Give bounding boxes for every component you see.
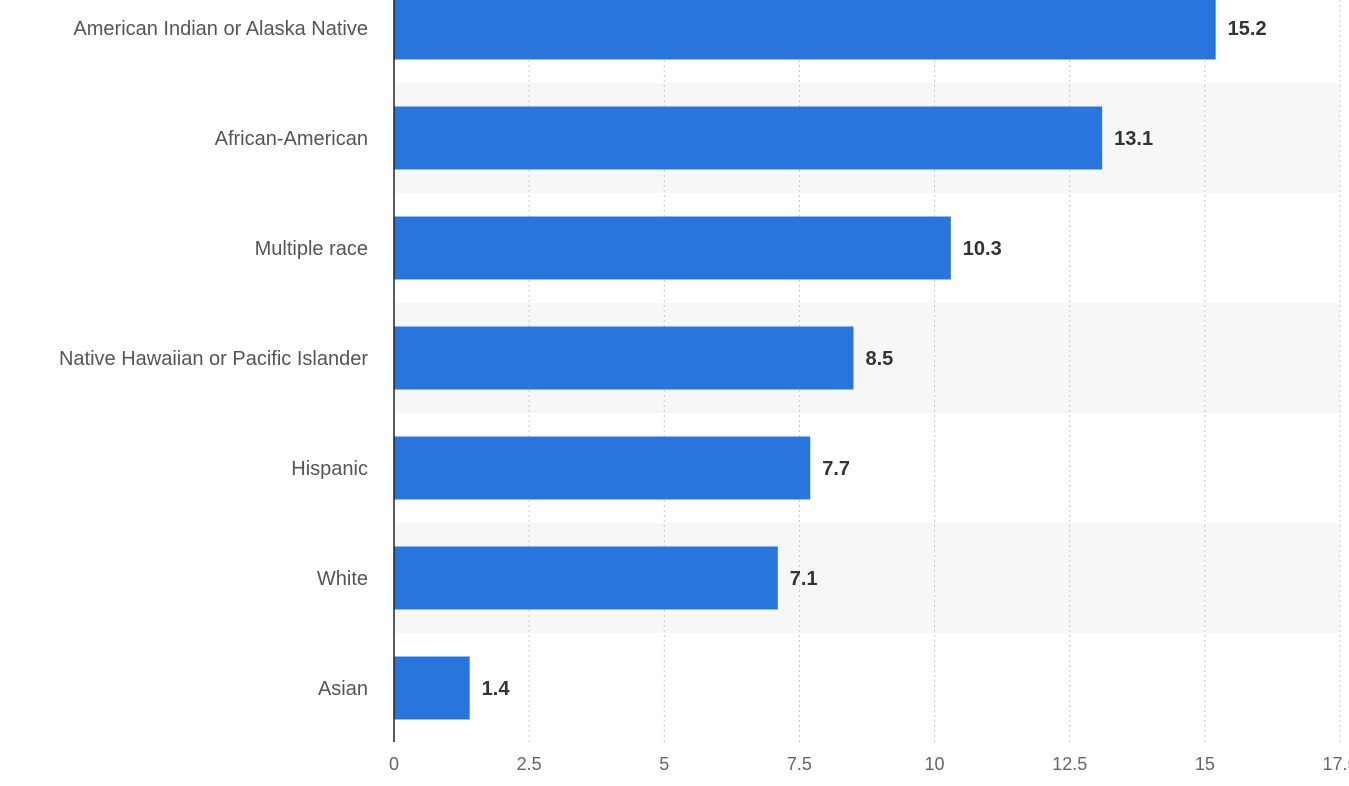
category-label: Asian (318, 678, 368, 700)
value-label: 7.7 (822, 458, 850, 480)
value-label: 1.4 (482, 678, 511, 700)
bar-3 (394, 326, 854, 390)
bar-6 (394, 656, 470, 720)
category-label: Hispanic (291, 458, 368, 480)
x-tick-labels: 0 2.5 5 7.5 10 12.5 15 17.5 (389, 754, 1349, 774)
value-label: 15.2 (1228, 18, 1267, 40)
x-tick-label: 10 (925, 754, 945, 774)
category-label: Native Hawaiian or Pacific Islander (59, 348, 368, 370)
value-label: 10.3 (963, 238, 1002, 260)
bar-5 (394, 546, 778, 610)
bar-4 (394, 436, 811, 500)
value-label: 8.5 (865, 348, 893, 370)
x-tick-label: 7.5 (787, 754, 812, 774)
x-tick-label: 0 (389, 754, 399, 774)
value-labels: 15.2 13.1 10.3 8.5 7.7 7.1 1.4 (482, 18, 1267, 700)
value-label: 7.1 (790, 568, 818, 590)
category-label: Multiple race (255, 238, 368, 260)
x-tick-label: 17.5 (1322, 754, 1349, 774)
bar-0 (394, 0, 1216, 60)
bar-2 (394, 216, 951, 280)
category-label: African-American (215, 128, 368, 150)
x-tick-label: 15 (1195, 754, 1215, 774)
category-labels: American Indian or Alaska Native African-… (59, 18, 368, 700)
category-label: American Indian or Alaska Native (73, 18, 368, 40)
category-label: White (317, 568, 368, 590)
bars-group (394, 0, 1216, 720)
row-bands (394, 83, 1340, 633)
x-tick-label: 12.5 (1052, 754, 1087, 774)
value-label: 13.1 (1114, 128, 1153, 150)
x-tick-label: 5 (659, 754, 669, 774)
bar-1 (394, 106, 1103, 170)
x-tick-label: 2.5 (517, 754, 542, 774)
